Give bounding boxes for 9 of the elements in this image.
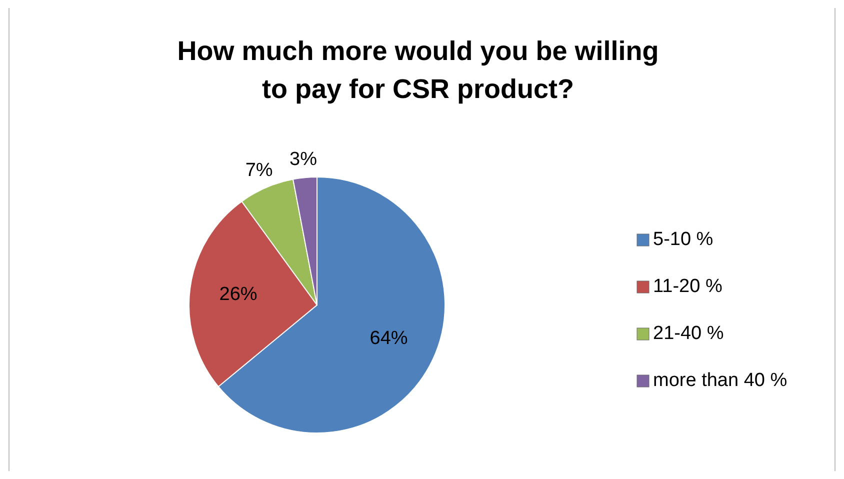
data-label: 26%	[219, 284, 258, 306]
legend-label: 5-10 %	[653, 229, 714, 250]
data-label: 64%	[370, 328, 408, 349]
data-label: 7%	[245, 160, 273, 182]
legend-label: 21-40 %	[653, 323, 724, 344]
data-label: 3%	[290, 148, 318, 170]
legend-label: 11-20 %	[653, 276, 722, 298]
chart-title: How much more would you be willing to pay for CSR product?	[177, 36, 659, 104]
legend-label: more than 40 %	[653, 370, 788, 392]
